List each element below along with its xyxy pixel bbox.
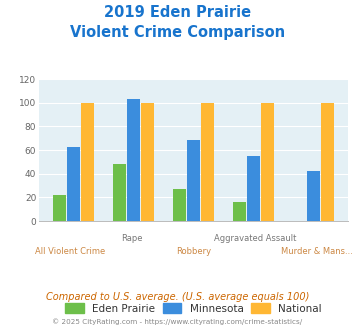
Bar bbox=[187, 140, 200, 221]
Bar bbox=[81, 103, 94, 221]
Bar bbox=[261, 103, 274, 221]
Text: Violent Crime Comparison: Violent Crime Comparison bbox=[70, 25, 285, 40]
Text: Rape: Rape bbox=[121, 234, 142, 243]
Bar bbox=[67, 147, 80, 221]
Bar bbox=[53, 195, 66, 221]
Text: Aggravated Assault: Aggravated Assault bbox=[214, 234, 296, 243]
Bar bbox=[127, 99, 140, 221]
Legend: Eden Prairie, Minnesota, National: Eden Prairie, Minnesota, National bbox=[62, 300, 325, 317]
Text: All Violent Crime: All Violent Crime bbox=[35, 248, 105, 256]
Text: 2019 Eden Prairie: 2019 Eden Prairie bbox=[104, 5, 251, 20]
Bar bbox=[141, 103, 154, 221]
Bar bbox=[173, 189, 186, 221]
Bar bbox=[321, 103, 334, 221]
Bar bbox=[113, 164, 126, 221]
Bar bbox=[307, 172, 320, 221]
Text: Robbery: Robbery bbox=[176, 248, 211, 256]
Bar bbox=[247, 156, 260, 221]
Bar bbox=[233, 202, 246, 221]
Bar bbox=[201, 103, 214, 221]
Text: © 2025 CityRating.com - https://www.cityrating.com/crime-statistics/: © 2025 CityRating.com - https://www.city… bbox=[53, 318, 302, 325]
Text: Murder & Mans...: Murder & Mans... bbox=[281, 248, 353, 256]
Text: Compared to U.S. average. (U.S. average equals 100): Compared to U.S. average. (U.S. average … bbox=[46, 292, 309, 302]
